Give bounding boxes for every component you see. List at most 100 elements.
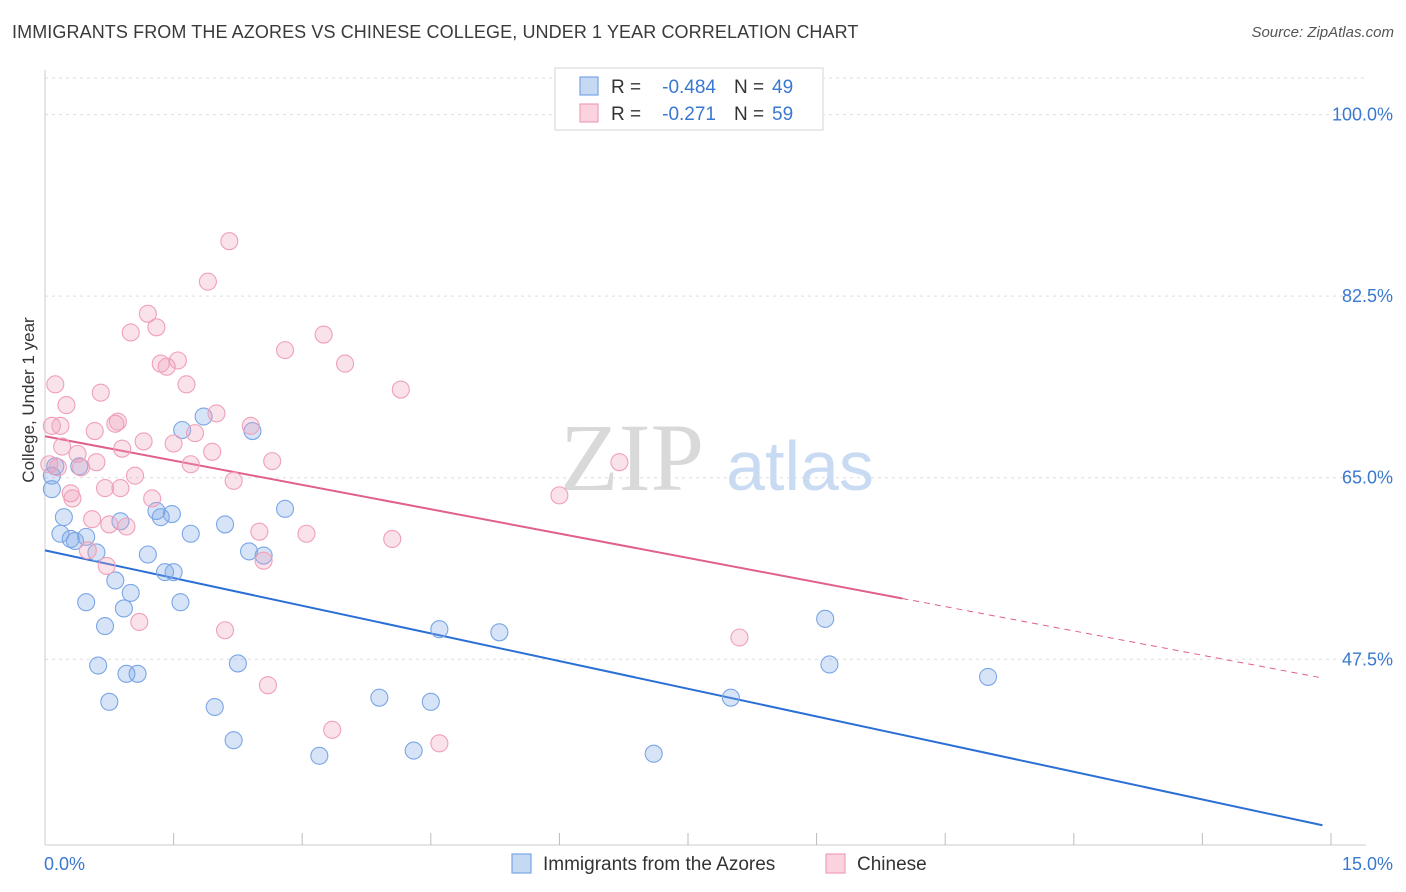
x-tick-labels: 0.0% 15.0%	[44, 854, 1393, 874]
point-azores	[721, 688, 740, 707]
point-azores	[77, 527, 96, 546]
point-chinese	[263, 452, 282, 471]
watermark: ZIP atlas	[560, 404, 874, 511]
point-azores	[239, 542, 259, 561]
point-azores	[215, 515, 235, 534]
point-chinese	[185, 424, 205, 443]
point-chinese	[63, 489, 82, 508]
stats-legend: R = -0.484 N = 49 R = -0.271 N = 59	[554, 67, 824, 131]
point-chinese	[336, 354, 355, 373]
point-chinese	[53, 437, 72, 456]
point-azores	[111, 512, 130, 531]
point-chinese	[97, 556, 116, 575]
point-chinese	[68, 444, 87, 463]
x-tick-label-min: 0.0%	[44, 854, 85, 874]
point-azores	[100, 692, 119, 711]
series-legend: Immigrants from the Azores Chinese	[511, 853, 927, 875]
point-chinese	[430, 734, 449, 753]
point-chinese	[220, 232, 239, 251]
point-azores	[181, 524, 200, 543]
point-chinese	[181, 455, 200, 474]
point-azores	[228, 654, 247, 673]
y-tick-label: 47.5%	[1342, 649, 1393, 669]
point-azores	[106, 571, 125, 590]
point-chinese	[121, 323, 140, 342]
point-chinese	[207, 404, 226, 423]
point-chinese	[164, 434, 183, 453]
point-chinese	[241, 416, 260, 435]
point-chinese	[57, 396, 76, 415]
stats-r-label-chinese: R =	[611, 104, 641, 125]
point-chinese	[730, 628, 749, 647]
point-azores	[310, 746, 329, 765]
point-chinese	[215, 621, 235, 640]
point-chinese	[297, 524, 316, 543]
point-chinese	[91, 383, 110, 402]
point-chinese	[100, 515, 119, 534]
y-tick-label: 82.5%	[1342, 286, 1393, 306]
point-chinese	[203, 442, 222, 461]
point-chinese	[383, 529, 402, 548]
point-azores	[421, 692, 440, 711]
y-tick-label: 65.0%	[1342, 468, 1393, 488]
point-chinese	[276, 341, 295, 360]
point-chinese	[134, 432, 153, 451]
point-azores	[205, 697, 224, 717]
point-chinese	[254, 551, 273, 570]
point-azores	[89, 656, 108, 675]
point-chinese	[250, 522, 269, 541]
legend-swatch-chinese	[825, 853, 846, 874]
point-chinese	[550, 486, 569, 505]
trend-lines	[44, 435, 1323, 827]
point-azores	[644, 744, 663, 763]
trend-line-chinese	[44, 435, 903, 600]
point-chinese	[125, 466, 145, 485]
stats-swatch-chinese	[579, 103, 599, 123]
legend-swatch-azores	[511, 853, 532, 874]
point-chinese	[391, 380, 410, 399]
point-azores	[430, 620, 449, 639]
point-azores	[65, 531, 85, 551]
legend-label-azores: Immigrants from the Azores	[543, 854, 775, 875]
point-chinese	[85, 421, 104, 441]
watermark-zip: ZIP	[560, 404, 704, 511]
point-chinese	[111, 479, 130, 498]
point-azores	[151, 508, 170, 527]
point-chinese	[314, 325, 333, 344]
stats-swatch-azores	[579, 76, 599, 96]
data-points	[40, 232, 998, 765]
trend-line-azores	[44, 549, 1323, 827]
point-azores	[121, 583, 140, 602]
legend-label-chinese: Chinese	[857, 854, 927, 875]
stats-r-value-azores: -0.484	[662, 77, 716, 98]
point-azores	[95, 617, 115, 636]
point-azores	[979, 667, 998, 686]
point-chinese	[46, 375, 65, 394]
point-chinese	[168, 351, 187, 370]
point-azores	[370, 688, 389, 707]
source-label: Source: ZipAtlas.com	[1251, 24, 1394, 41]
point-chinese	[323, 720, 342, 739]
point-chinese	[83, 510, 102, 529]
point-chinese	[113, 439, 132, 458]
point-azores	[224, 731, 243, 750]
point-chinese	[198, 272, 217, 291]
stats-r-label-azores: R =	[611, 77, 641, 98]
point-chinese	[177, 375, 196, 394]
point-chinese	[224, 471, 243, 490]
x-tick-label-max: 15.0%	[1342, 854, 1393, 874]
stats-n-value-chinese: 59	[772, 104, 793, 125]
point-azores	[128, 664, 147, 683]
point-azores	[820, 655, 839, 674]
stats-n-value-azores: 49	[772, 77, 793, 98]
stats-box	[554, 67, 824, 131]
y-tick-label: 100.0%	[1332, 105, 1393, 125]
stats-n-label-chinese: N =	[734, 104, 764, 125]
point-azores	[816, 609, 835, 628]
point-azores	[42, 480, 61, 499]
point-azores	[77, 593, 96, 612]
point-azores	[276, 499, 295, 518]
point-azores	[114, 599, 133, 618]
point-chinese	[258, 676, 277, 695]
point-chinese	[78, 541, 97, 560]
